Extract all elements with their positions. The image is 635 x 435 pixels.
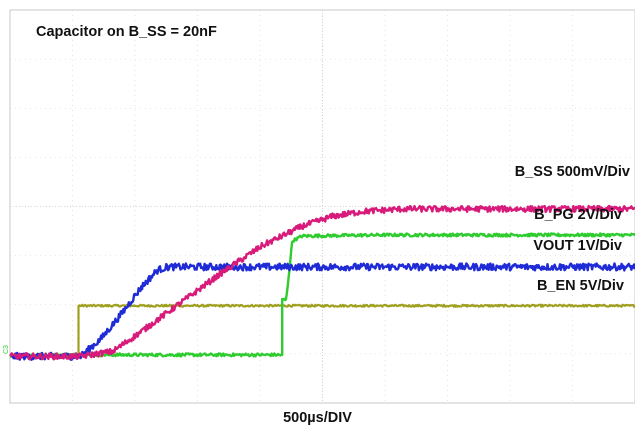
x-axis-label: 500µs/DIV — [283, 410, 352, 426]
traces-layer — [9, 204, 635, 361]
channel-marker: C3 — [3, 345, 10, 354]
series-label-vout: VOUT 1V/Div — [533, 238, 622, 254]
series-label-b-pg: B_PG 2V/Div — [534, 207, 622, 223]
series-label-b-ss: B_SS 500mV/Div — [515, 164, 630, 180]
trace-b-pg — [9, 232, 635, 358]
trace-b-ss — [9, 204, 635, 361]
series-label-b-en: B_EN 5V/Div — [537, 278, 624, 294]
chart-title: Capacitor on B_SS = 20nF — [36, 24, 217, 40]
trace-b-en — [9, 303, 635, 359]
trace-vout — [9, 262, 635, 361]
